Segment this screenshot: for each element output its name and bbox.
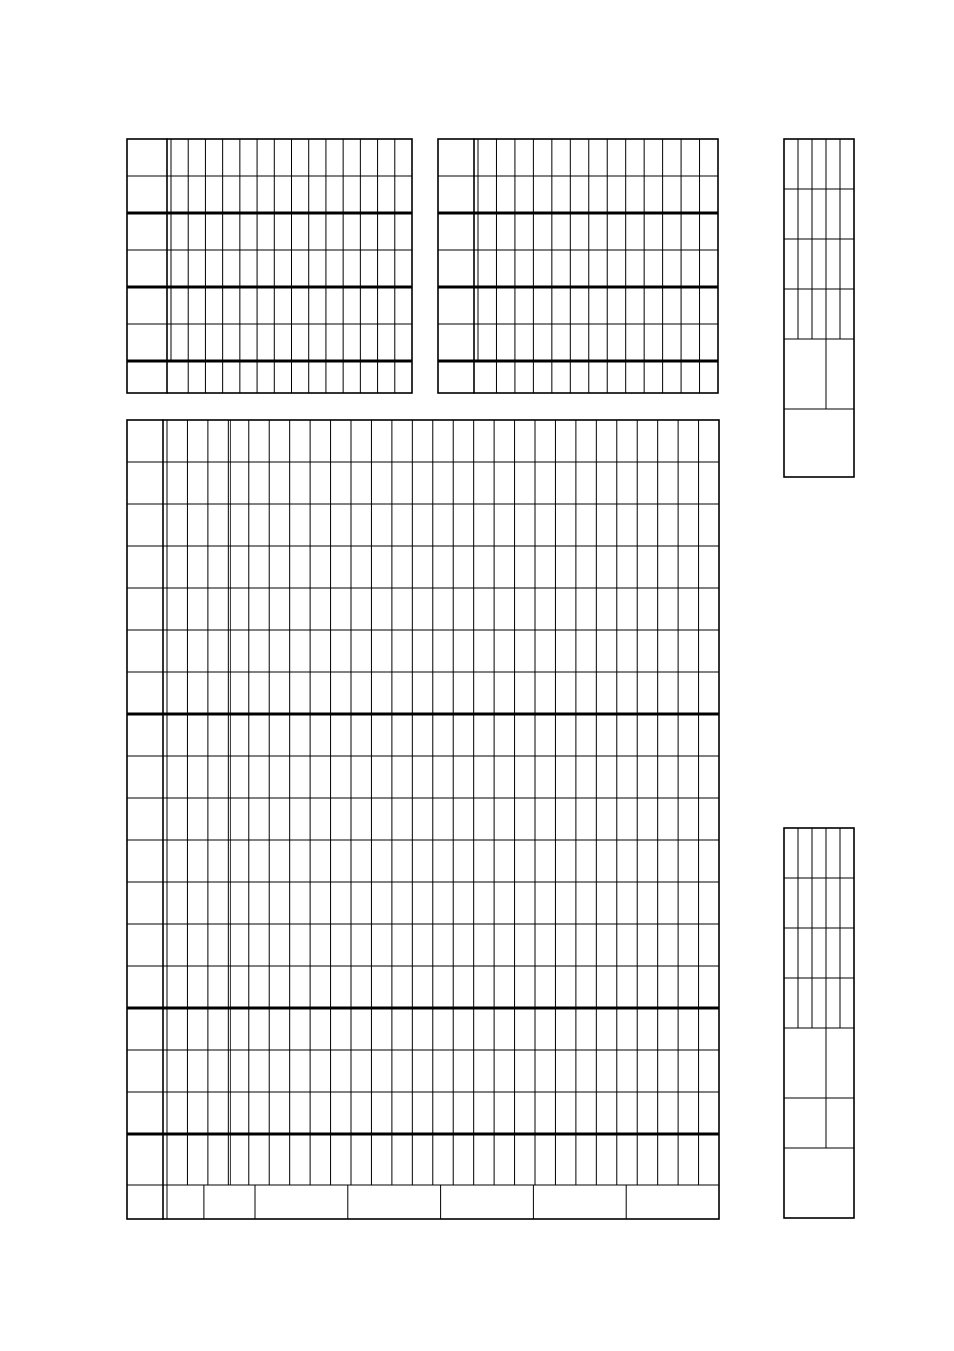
grid-block-side-a [784, 139, 854, 477]
grid-block-top-right [438, 139, 718, 393]
grid-block-main [127, 420, 719, 1218]
grid-block-side-b [784, 828, 854, 1218]
grid-block-top-left [127, 139, 412, 393]
